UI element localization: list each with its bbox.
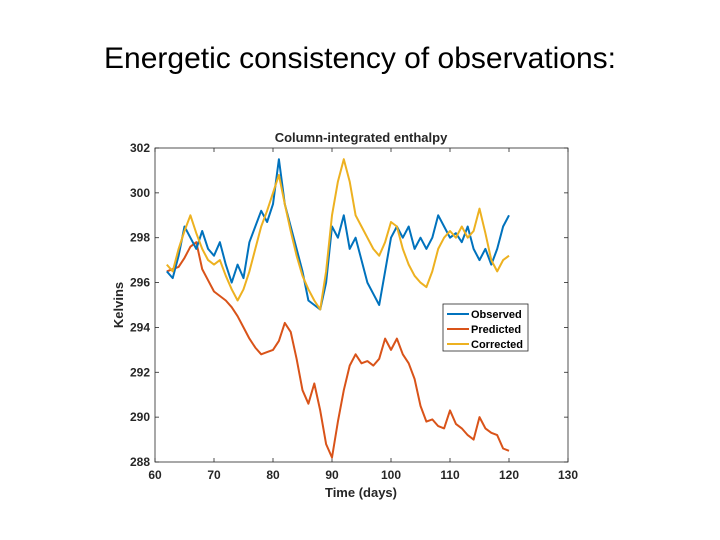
x-axis-label: Time (days) — [325, 485, 397, 500]
y-tick-label: 296 — [130, 276, 150, 290]
x-tick-label: 130 — [558, 468, 578, 482]
y-tick-label: 302 — [130, 141, 150, 155]
y-tick-label: 294 — [130, 320, 150, 334]
series-line-corrected — [166, 158, 510, 311]
series-line-observed — [166, 158, 510, 311]
y-tick-label: 292 — [130, 365, 150, 379]
x-tick-label: 90 — [325, 468, 339, 482]
chart-title: Column-integrated enthalpy — [275, 130, 448, 145]
y-tick-label: 288 — [130, 455, 150, 469]
series-line-predicted — [166, 241, 510, 459]
y-axis-label: Kelvins — [111, 282, 126, 328]
y-tick-label: 298 — [130, 231, 150, 245]
slide-title: Energetic consistency of observations: — [104, 42, 616, 75]
x-tick-label: 70 — [207, 468, 221, 482]
legend-label-predicted: Predicted — [471, 324, 521, 336]
y-tick-label: 300 — [130, 186, 150, 200]
x-tick-label: 80 — [266, 468, 280, 482]
x-tick-label: 120 — [499, 468, 519, 482]
x-tick-label: 100 — [381, 468, 401, 482]
x-tick-label: 60 — [148, 468, 162, 482]
y-tick-label: 290 — [130, 410, 150, 424]
x-tick-label: 110 — [440, 468, 460, 482]
legend-label-observed: Observed — [471, 309, 522, 321]
legend-label-corrected: Corrected — [471, 339, 523, 351]
